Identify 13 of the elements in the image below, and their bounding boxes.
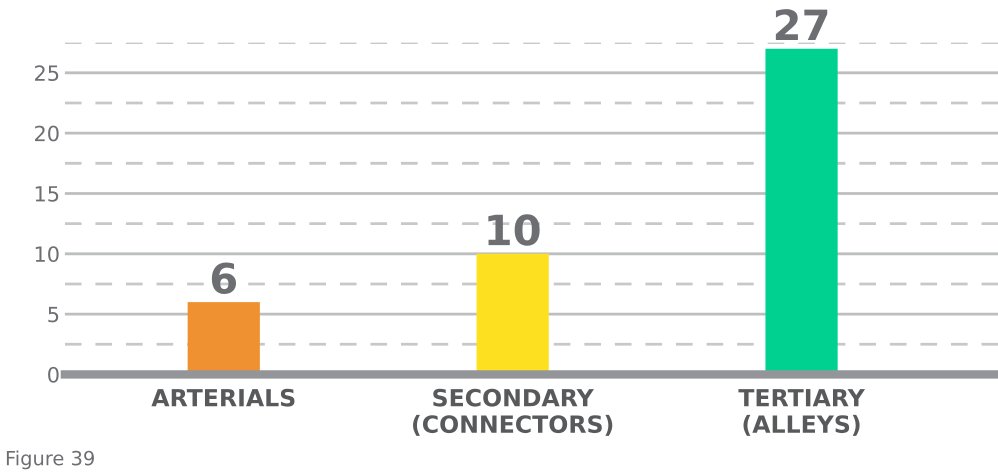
y-tick-label: 20: [35, 126, 59, 142]
x-tick-label: SECONDARY (CONNECTORS): [413, 388, 612, 436]
data-label: 27: [776, 9, 828, 40]
caption: Figure 39: [6, 450, 94, 470]
y-tick-label: 10: [36, 246, 59, 262]
data-label: 6: [212, 262, 236, 294]
x-tick-label: TERTIARY (ALLEYS): [738, 389, 866, 436]
data-label: 10: [488, 214, 540, 246]
y-tick-label: 15: [36, 186, 58, 202]
y-tick-label: 25: [35, 65, 58, 82]
y-tick-label: 0: [48, 366, 59, 383]
y-tick-label: 5: [48, 306, 58, 322]
x-tick-label: ARTERIALS: [151, 388, 294, 407]
